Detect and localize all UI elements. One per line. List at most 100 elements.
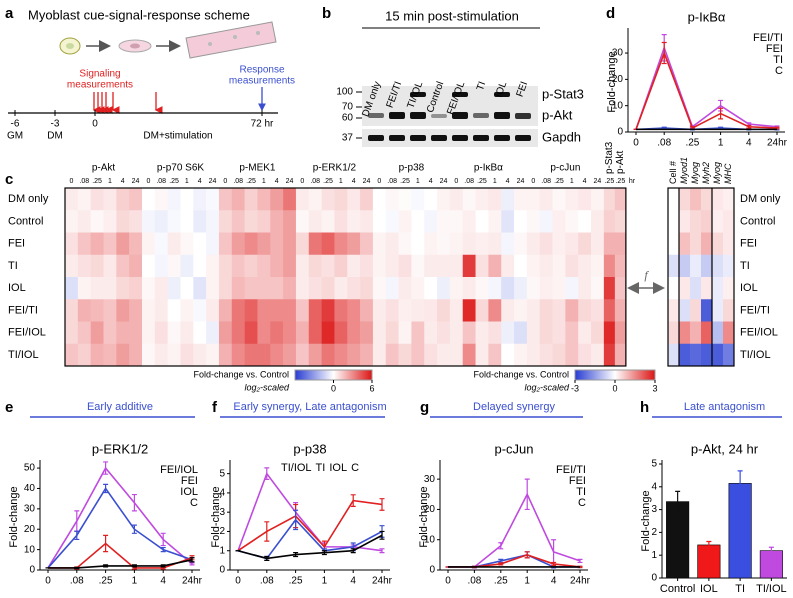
heatmap-cell — [701, 232, 713, 256]
time-label: 1 — [416, 178, 420, 185]
y-tick-label: 10 — [612, 100, 624, 111]
heatmap-cell — [334, 188, 348, 211]
heatmap-cell — [65, 321, 79, 345]
heatmap-cell — [712, 299, 724, 322]
heatmap-cell — [712, 321, 724, 345]
heatmap-cell — [398, 343, 412, 367]
heatmap-cell — [462, 343, 476, 367]
error-bar — [160, 564, 166, 568]
heatmap-cell — [257, 232, 271, 256]
column-label: Cell # — [668, 161, 678, 184]
heatmap-cell — [65, 254, 79, 278]
heatmap-cell — [603, 210, 616, 233]
heatmap-cell — [103, 254, 117, 278]
error-bar — [293, 552, 299, 558]
x-tick-label: 4 — [746, 138, 752, 149]
heatmap-cell — [723, 299, 735, 322]
heatmap-cell — [539, 321, 553, 345]
heatmap-cell — [90, 232, 104, 256]
heatmap-cell — [308, 188, 322, 211]
heatmap-cell — [206, 321, 220, 345]
error-bar — [264, 521, 270, 542]
row-label: TI/IOL — [8, 349, 39, 361]
heatmap-cell — [488, 254, 502, 278]
annotation: Signaling — [79, 69, 120, 80]
heatmap-cell — [679, 232, 691, 256]
x-tick-label: 24hr — [570, 576, 591, 587]
heatmap-cell — [77, 277, 91, 300]
error-bar — [350, 494, 356, 507]
legend-entry: C — [190, 497, 198, 509]
heatmap-cell — [462, 321, 476, 345]
heatmap-cell — [449, 210, 464, 233]
heatmap-cell — [475, 321, 489, 345]
panel-title: 15 min post-stimulation — [385, 8, 519, 23]
group-label: p-ERK1/2 — [313, 163, 357, 174]
column-label: Myog — [690, 162, 700, 184]
y-axis-label: Fold-change — [8, 486, 20, 547]
y-tick-label: 3 — [651, 504, 657, 515]
heatmap-cell — [539, 210, 553, 233]
nucleus-icon — [208, 42, 212, 46]
y-tick-label: 10 — [24, 544, 36, 555]
heatmap-cell — [180, 254, 194, 278]
series-line — [237, 499, 383, 552]
colorbar-tick-label: -3 — [571, 383, 579, 393]
heatmap-cell — [591, 210, 605, 233]
heatmap-cell — [154, 299, 168, 322]
heatmap-cell — [552, 232, 566, 256]
y-tick-label: 30 — [24, 503, 36, 514]
legend-entry: FEI/IOL — [160, 464, 198, 476]
heatmap-cell — [449, 277, 464, 300]
heatmap-cell — [334, 343, 348, 367]
heatmap-cell — [488, 299, 502, 322]
heatmap-cell — [723, 210, 735, 233]
heatmap-cell — [385, 254, 399, 278]
heatmap-cell — [424, 254, 438, 278]
heatmap-cell — [411, 343, 425, 367]
series-line — [635, 50, 778, 130]
heatmap-cell — [116, 277, 130, 300]
heatmap-cell — [411, 321, 425, 345]
time-label: .25 — [92, 178, 102, 185]
heatmap-cell — [424, 232, 438, 256]
error-bar — [264, 467, 270, 481]
heatmap-cell — [578, 254, 592, 278]
heatmap-cell — [372, 232, 387, 256]
heatmap-cell — [475, 299, 489, 322]
heatmap-cell — [141, 299, 156, 322]
y-tick-label: 30 — [424, 474, 436, 485]
heatmap-cell — [475, 277, 489, 300]
heatmap-cell — [514, 232, 528, 256]
heatmap-cell — [526, 188, 541, 211]
heatmap-cell — [565, 188, 579, 211]
heatmap-cell — [723, 277, 735, 300]
heatmap-cell — [449, 321, 464, 345]
time-label: 4 — [198, 178, 202, 185]
heatmap-cell — [308, 299, 322, 322]
error-bar — [718, 107, 724, 120]
heatmap-cell — [270, 210, 284, 233]
heatmap-cell — [668, 232, 680, 256]
heatmap-cell — [501, 232, 515, 256]
heatmap-cell — [231, 321, 245, 345]
group-label: p-p38 — [399, 163, 425, 174]
heatmap-cell — [712, 232, 724, 256]
heatmap-cell — [578, 277, 592, 300]
heatmap-cell — [193, 210, 207, 233]
heatmap-cell — [701, 210, 713, 233]
time-label: 4 — [352, 178, 356, 185]
heatmap-cell — [668, 210, 680, 233]
chart-title: p-Akt, 24 hr — [691, 441, 759, 456]
heatmap-cell — [295, 254, 310, 278]
heatmap-cell — [437, 321, 451, 345]
heatmap-cell — [206, 277, 220, 300]
error-bar — [661, 41, 667, 65]
legend-entry: FEI — [569, 475, 586, 487]
heatmap-cell — [347, 232, 361, 256]
heatmap-cell — [218, 232, 233, 256]
time-label: 24 — [440, 178, 448, 185]
heatmap-cell — [723, 321, 735, 345]
heatmap-cell — [712, 210, 724, 233]
heatmap-cell — [77, 210, 91, 233]
